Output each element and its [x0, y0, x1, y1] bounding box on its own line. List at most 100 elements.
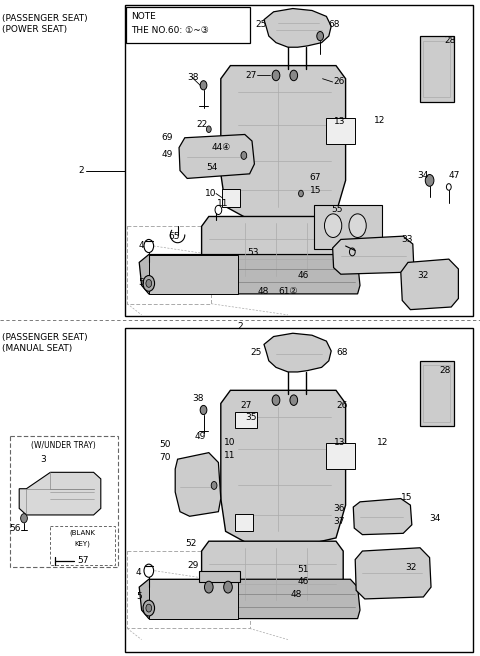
Text: (BLANK: (BLANK [70, 529, 96, 536]
Text: 65: 65 [168, 232, 180, 241]
Bar [127, 226, 211, 304]
Text: 28: 28 [444, 36, 456, 45]
Polygon shape [179, 134, 254, 178]
Text: 38: 38 [192, 394, 204, 403]
Text: 13: 13 [334, 117, 345, 126]
Text: THE NO.60: ①~③: THE NO.60: ①~③ [132, 26, 209, 35]
Text: 12: 12 [374, 115, 386, 125]
Circle shape [146, 279, 152, 287]
Text: 53: 53 [247, 248, 259, 257]
Circle shape [241, 152, 247, 159]
Bar [420, 361, 454, 426]
Bar [149, 579, 238, 619]
Polygon shape [202, 216, 343, 279]
Bar [149, 255, 238, 294]
Text: 68: 68 [329, 20, 340, 30]
Text: 11: 11 [224, 451, 235, 461]
Bar [326, 443, 355, 469]
Bar [127, 551, 250, 628]
Text: 54: 54 [206, 163, 218, 172]
Bar [423, 41, 450, 97]
Text: 4: 4 [136, 568, 142, 577]
Text: 33: 33 [401, 235, 412, 244]
Text: 5: 5 [138, 277, 144, 287]
Text: 26: 26 [334, 77, 345, 87]
Text: 49: 49 [194, 432, 206, 441]
Polygon shape [139, 255, 360, 294]
Text: 49: 49 [161, 150, 173, 159]
Text: 25: 25 [250, 348, 262, 358]
Circle shape [425, 174, 434, 186]
Text: (PASSENGER SEAT)
(POWER SEAT): (PASSENGER SEAT) (POWER SEAT) [2, 14, 88, 34]
Circle shape [200, 405, 207, 415]
Text: 57: 57 [77, 556, 88, 565]
Circle shape [21, 514, 27, 523]
Text: 68: 68 [336, 348, 348, 358]
Text: 48: 48 [257, 287, 269, 297]
Text: KEY): KEY) [75, 541, 91, 547]
Bar [125, 5, 473, 316]
Text: NOTE: NOTE [132, 12, 156, 21]
Text: 61②: 61② [278, 287, 298, 297]
Circle shape [204, 581, 213, 593]
Text: 55: 55 [331, 205, 343, 215]
Text: 4: 4 [138, 241, 144, 251]
Text: 37: 37 [334, 517, 345, 526]
Circle shape [299, 190, 303, 197]
Bar [199, 571, 240, 582]
Text: 10: 10 [204, 189, 216, 198]
Bar [10, 436, 118, 567]
Bar [235, 514, 253, 531]
Text: 25: 25 [255, 20, 266, 30]
Circle shape [211, 482, 217, 489]
Bar [423, 365, 450, 422]
Text: 2: 2 [78, 166, 84, 175]
Circle shape [317, 31, 324, 41]
Circle shape [290, 70, 298, 81]
Bar [126, 7, 250, 43]
Text: 32: 32 [406, 563, 417, 572]
Text: 12: 12 [377, 438, 388, 447]
Text: 38: 38 [187, 73, 199, 82]
Text: 10: 10 [224, 438, 235, 447]
Text: 2: 2 [237, 321, 243, 331]
Text: 34: 34 [430, 514, 441, 523]
Text: 69: 69 [161, 133, 173, 142]
Bar [125, 328, 473, 652]
Text: 28: 28 [439, 366, 451, 375]
Bar [235, 412, 257, 428]
Polygon shape [175, 453, 221, 516]
Polygon shape [221, 66, 346, 220]
Polygon shape [202, 541, 343, 604]
Text: 46: 46 [298, 577, 309, 586]
Text: 51: 51 [298, 565, 309, 574]
Polygon shape [355, 548, 431, 599]
Circle shape [146, 604, 152, 612]
Text: 26: 26 [336, 401, 348, 410]
Bar [50, 526, 115, 565]
Circle shape [290, 395, 298, 405]
Text: 13: 13 [334, 438, 345, 447]
Circle shape [143, 600, 155, 616]
Circle shape [143, 276, 155, 291]
Text: 67: 67 [310, 173, 321, 182]
Text: 52: 52 [185, 539, 197, 548]
Text: 36: 36 [334, 504, 345, 513]
Bar [222, 189, 240, 207]
Bar [420, 36, 454, 102]
Text: 5: 5 [136, 592, 142, 602]
Text: 47: 47 [449, 171, 460, 180]
Polygon shape [401, 259, 458, 310]
Circle shape [206, 126, 211, 133]
Bar [326, 118, 355, 144]
Text: (PASSENGER SEAT)
(MANUAL SEAT): (PASSENGER SEAT) (MANUAL SEAT) [2, 333, 88, 353]
Circle shape [324, 214, 342, 237]
Text: 3: 3 [40, 455, 46, 464]
Text: 11: 11 [216, 199, 228, 208]
Text: 46: 46 [298, 271, 309, 280]
Polygon shape [139, 579, 360, 619]
Text: 48: 48 [290, 590, 302, 599]
Text: 32: 32 [418, 271, 429, 280]
Polygon shape [264, 333, 331, 372]
Text: 70: 70 [159, 453, 170, 462]
